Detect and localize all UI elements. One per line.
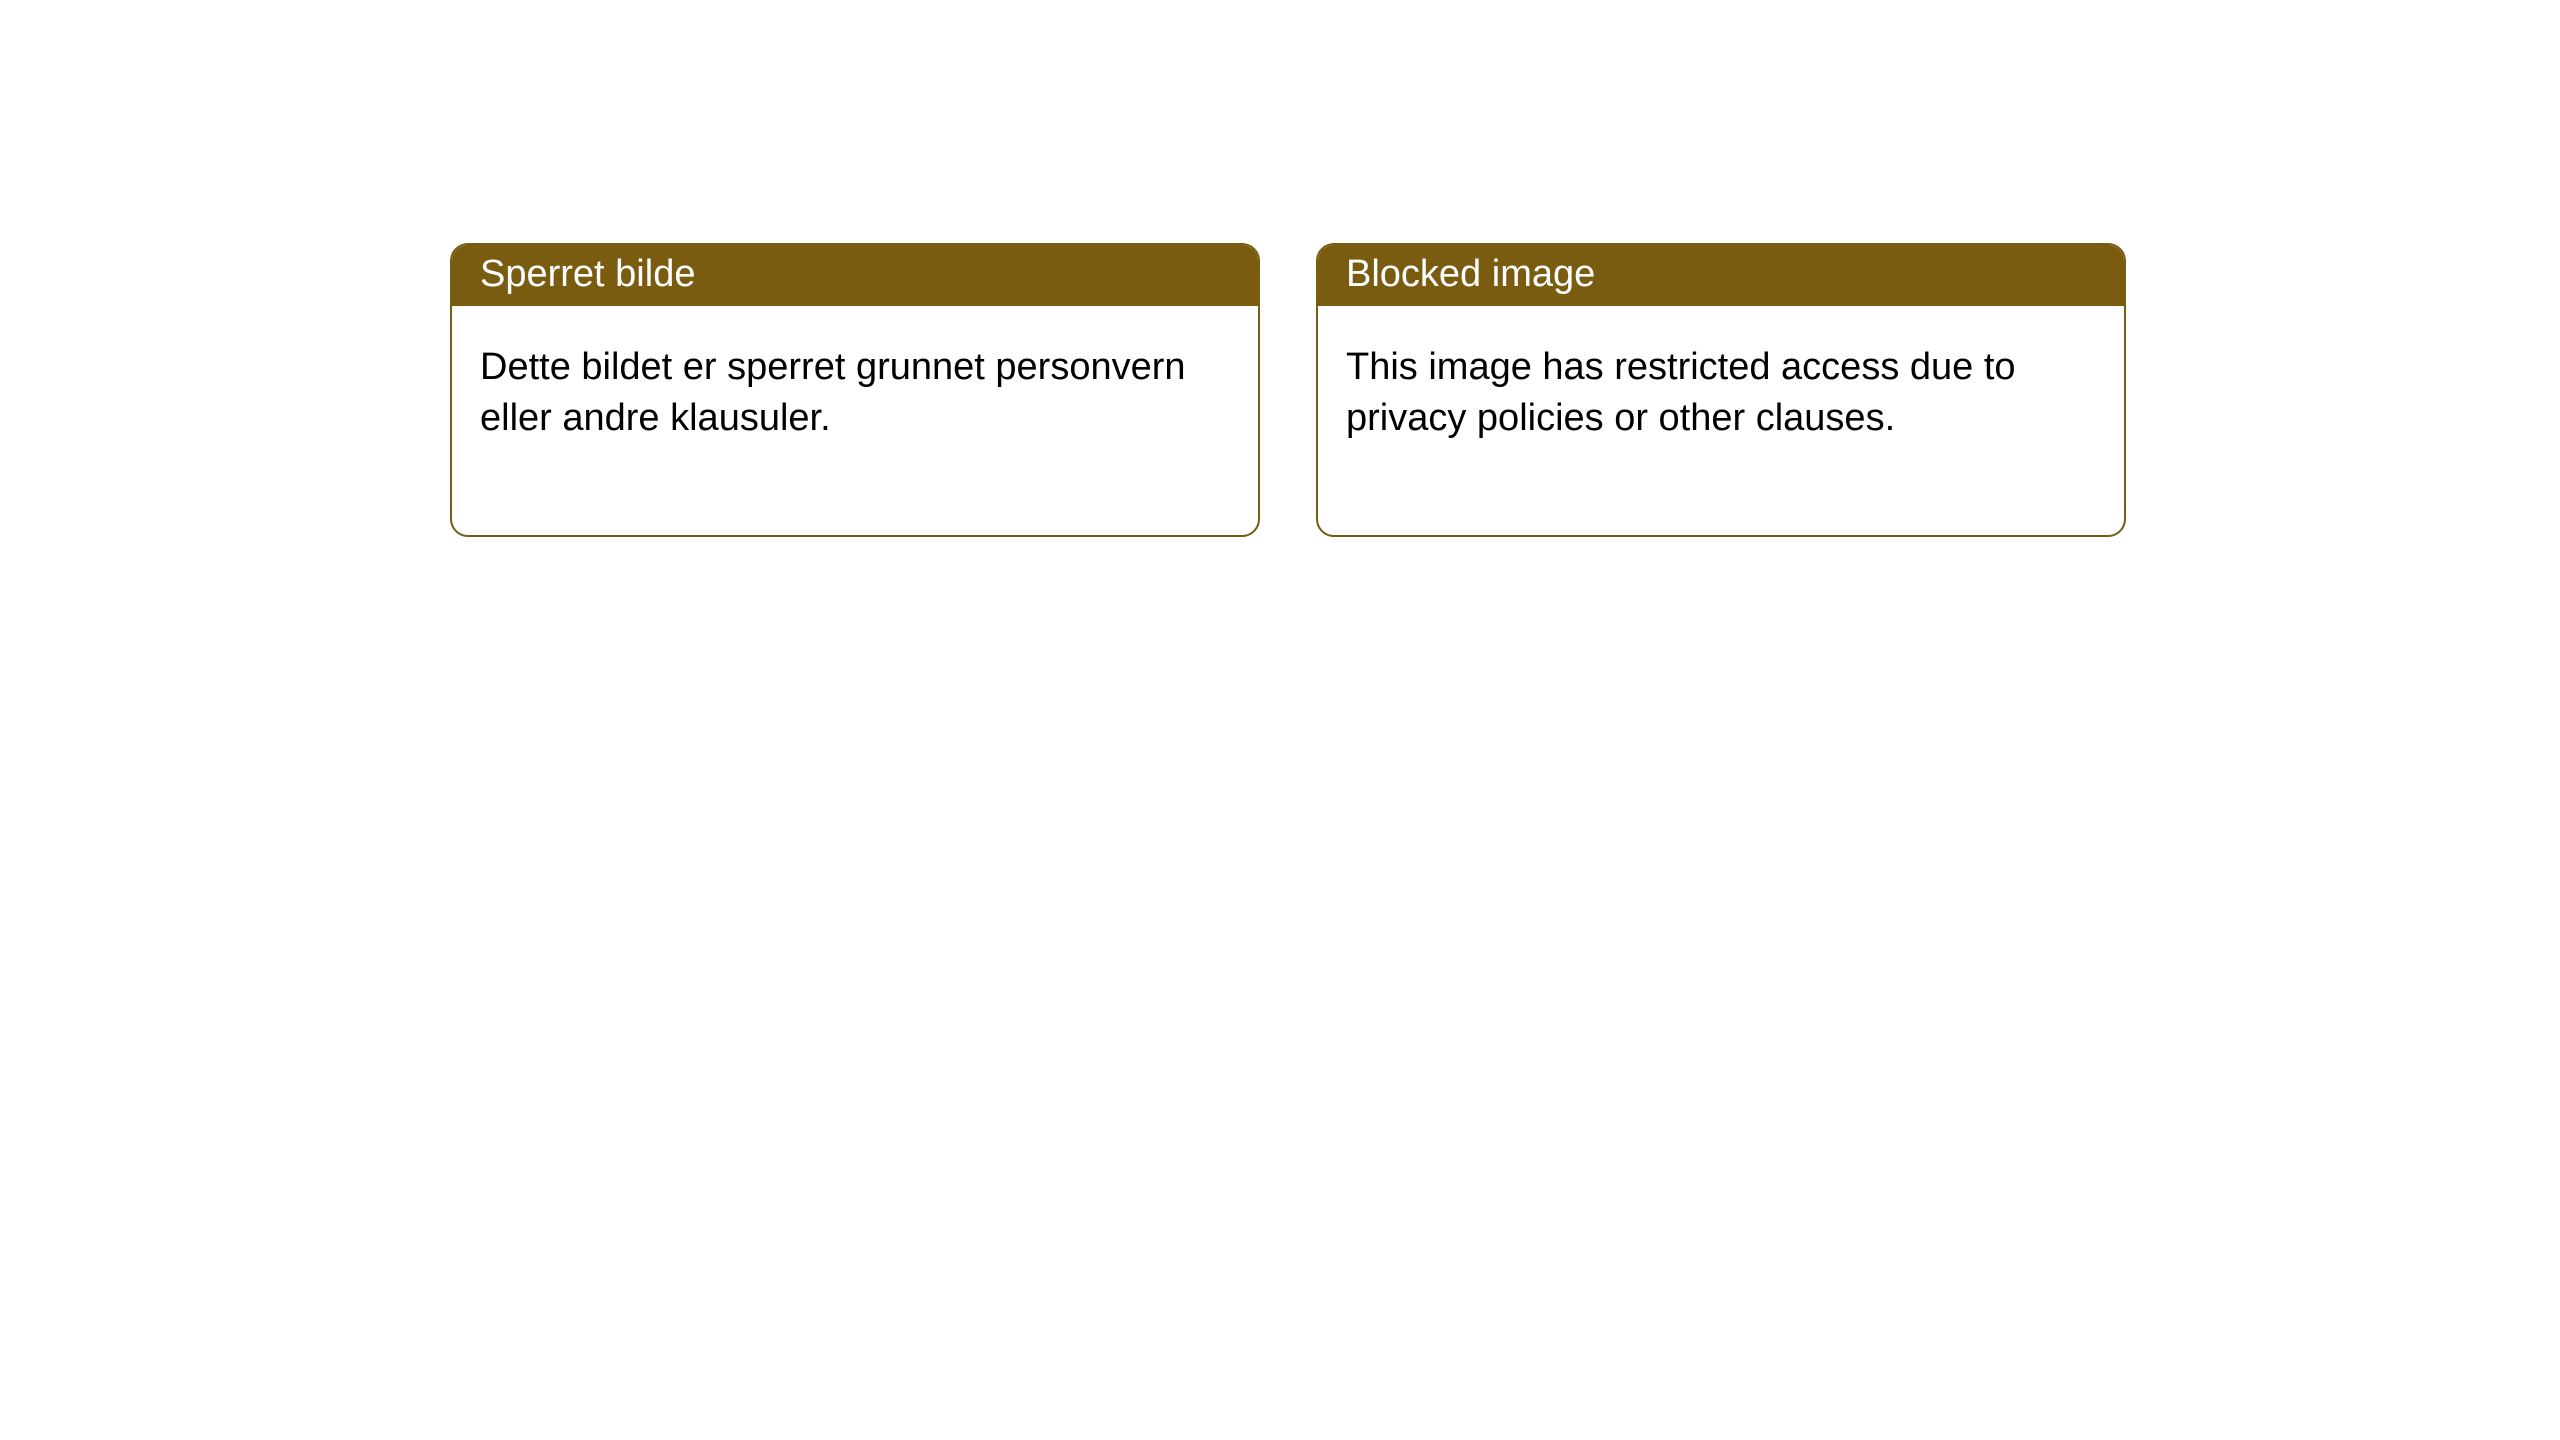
notice-card-english: Blocked image This image has restricted … [1316,243,2126,537]
notice-container: Sperret bilde Dette bildet er sperret gr… [0,0,2560,537]
notice-body: Dette bildet er sperret grunnet personve… [452,306,1258,535]
notice-header: Blocked image [1318,245,2124,306]
notice-card-norwegian: Sperret bilde Dette bildet er sperret gr… [450,243,1260,537]
notice-header: Sperret bilde [452,245,1258,306]
notice-body: This image has restricted access due to … [1318,306,2124,535]
